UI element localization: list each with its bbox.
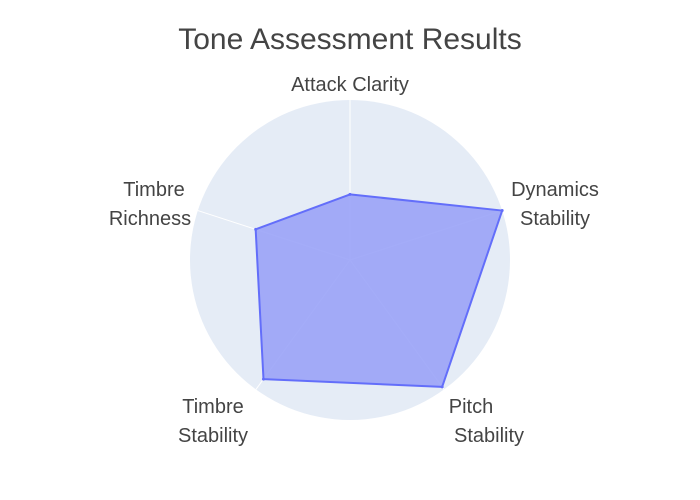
- data-point-dynamics-stability: [500, 209, 504, 213]
- data-point-timbre-stability: [261, 377, 265, 381]
- axis-label-timbre-richness: Timbre Richness: [109, 179, 191, 230]
- axis-label-attack-clarity: Attack Clarity: [291, 74, 409, 96]
- axis-label-pitch-stability: Pitch Stability: [449, 396, 524, 447]
- data-point-pitch-stability: [440, 385, 444, 389]
- axis-label-timbre-stability: Timbre Stability: [178, 396, 248, 447]
- series-area: [254, 193, 504, 388]
- axis-label-dynamics-stability: Dynamics Stability: [511, 179, 599, 230]
- series-layer: [254, 192, 504, 389]
- axis-labels: Attack Clarity Dynamics Stability Pitch Stab…: [109, 74, 599, 447]
- data-point-attack-clarity: [348, 192, 352, 196]
- data-point-timbre-richness: [254, 227, 258, 231]
- chart-title: Tone Assessment Results: [178, 23, 522, 56]
